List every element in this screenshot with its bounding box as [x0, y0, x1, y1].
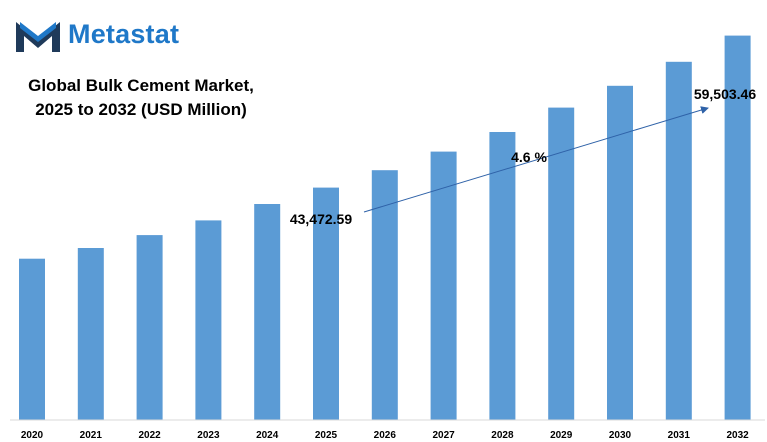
bar-2028	[489, 132, 516, 420]
x-tick-label-2032: 2032	[726, 430, 749, 441]
x-tick-label-2023: 2023	[197, 430, 220, 441]
x-tick-label-2029: 2029	[550, 430, 573, 441]
chart-title-line-1: Global Bulk Cement Market,	[28, 76, 254, 95]
brand-name: Metastat	[68, 19, 180, 49]
cagr-label: 4.6 %	[511, 149, 547, 165]
metastat-logo-icon	[16, 22, 60, 52]
bar-2024	[254, 204, 281, 420]
x-tick-label-2022: 2022	[138, 430, 161, 441]
x-tick-label-2028: 2028	[491, 430, 514, 441]
x-tick-label-2027: 2027	[432, 430, 455, 441]
growth-arrow	[363, 106, 709, 213]
x-tick-label-2021: 2021	[80, 430, 103, 441]
x-tick-label-2020: 2020	[21, 430, 44, 441]
bar-2022	[136, 235, 163, 420]
bar-2029	[548, 107, 575, 420]
x-tick-label-2030: 2030	[609, 430, 632, 441]
bar-2032	[724, 35, 751, 420]
chart-title-line-2: 2025 to 2032 (USD Million)	[35, 100, 247, 119]
bar-2020	[19, 258, 45, 420]
bar-2031	[665, 61, 692, 421]
x-tick-label-2025: 2025	[315, 430, 338, 441]
bar-2021	[77, 248, 104, 420]
chart-title: Global Bulk Cement Market, 2025 to 2032 …	[10, 74, 272, 122]
start-value-label: 43,472.59	[290, 211, 352, 227]
x-tick-label-2026: 2026	[374, 430, 397, 441]
bar-2023	[195, 220, 222, 420]
bar-2025	[313, 187, 339, 420]
bar-2027	[430, 151, 457, 420]
x-tick-label-2031: 2031	[668, 430, 691, 441]
end-value-label: 59,503.46	[694, 86, 756, 102]
bar-2026	[371, 170, 398, 420]
bar-2030	[607, 85, 633, 421]
x-tick-label-2024: 2024	[256, 430, 279, 441]
